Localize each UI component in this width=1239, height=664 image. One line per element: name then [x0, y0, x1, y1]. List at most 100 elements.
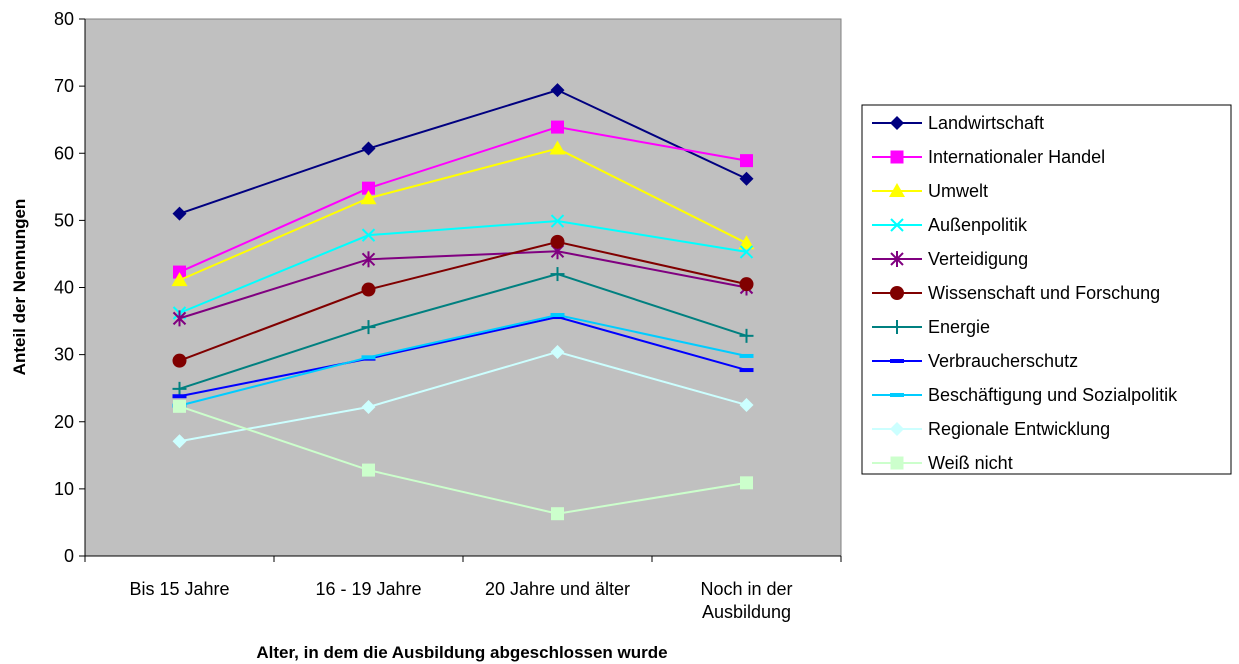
series-line [179, 147, 747, 282]
legend-item: Verteidigung [872, 249, 1028, 269]
y-tick-label: 0 [64, 546, 74, 566]
data-point [360, 190, 377, 205]
data-point [172, 206, 187, 221]
legend-marker [889, 183, 905, 197]
series-line [179, 316, 747, 398]
data-point [550, 214, 565, 228]
series-regionale-entwicklung [172, 344, 754, 449]
data-point [551, 507, 564, 521]
data-point [172, 353, 187, 368]
legend-label: Beschäftigung und Sozialpolitik [928, 385, 1178, 405]
data-point [362, 463, 375, 477]
legend-item: Regionale Entwicklung [872, 419, 1110, 439]
data-point [361, 141, 376, 156]
series-line [179, 220, 747, 314]
series-line [179, 126, 747, 273]
data-point [739, 245, 754, 259]
legend-marker [890, 320, 904, 334]
data-point [362, 181, 375, 195]
series-line [179, 273, 747, 390]
legend-marker [890, 456, 904, 470]
data-point [550, 234, 565, 249]
x-tick-label: Ausbildung [702, 602, 791, 622]
data-point [172, 381, 187, 396]
legend-label: Landwirtschaft [928, 113, 1044, 133]
data-point [739, 328, 754, 343]
x-tick-label: Bis 15 Jahre [129, 579, 229, 599]
data-point [172, 394, 187, 399]
legend-label: Umwelt [928, 181, 988, 201]
data-point [361, 251, 376, 268]
data-point [171, 272, 188, 287]
legend-label: Wissenschaft und Forschung [928, 283, 1160, 303]
legend-label: Verteidigung [928, 249, 1028, 269]
legend-marker [890, 218, 904, 232]
legend-label: Weiß nicht [928, 453, 1013, 473]
legend-marker [890, 286, 904, 300]
data-point [172, 434, 187, 449]
data-point [550, 83, 565, 98]
data-point [739, 277, 754, 292]
legend-box [861, 104, 1232, 475]
series-energie [172, 267, 754, 396]
y-tick-label: 10 [54, 479, 74, 499]
legend-marker [890, 422, 904, 436]
data-point [739, 353, 754, 358]
data-point [361, 228, 376, 242]
data-point [738, 235, 755, 250]
data-point [550, 344, 565, 359]
data-point [549, 140, 566, 155]
data-point [361, 355, 376, 360]
legend-item: Landwirtschaft [872, 113, 1044, 133]
legend-marker [890, 116, 904, 130]
legend-label: Verbraucherschutz [928, 351, 1078, 371]
y-axis-title: Anteil der Nennungen [10, 199, 29, 376]
series-line [179, 313, 747, 407]
data-point [173, 399, 186, 413]
legend-label: Internationaler Handel [928, 147, 1105, 167]
legend-label: Regionale Entwicklung [928, 419, 1110, 439]
plot-area [84, 18, 842, 557]
data-point [361, 282, 376, 297]
legend-item: Weiß nicht [872, 453, 1013, 473]
legend-marker [890, 251, 904, 267]
legend-item: Umwelt [872, 181, 988, 201]
series-line [179, 240, 747, 362]
x-tick-label: 16 - 19 Jahre [315, 579, 421, 599]
series-line [179, 89, 747, 215]
series-wissenschaft-und-forschung [172, 234, 754, 368]
data-point [361, 399, 376, 414]
x-tick-label: 20 Jahre und älter [485, 579, 630, 599]
y-tick-label: 30 [54, 345, 74, 365]
y-tick-label: 20 [54, 412, 74, 432]
legend-marker [890, 359, 904, 363]
y-tick-label: 80 [54, 9, 74, 29]
legend-label: Außenpolitik [928, 215, 1028, 235]
y-tick-label: 70 [54, 76, 74, 96]
legend-item: Verbraucherschutz [872, 351, 1078, 371]
series-line [179, 350, 747, 443]
series-line [179, 405, 747, 515]
series-umwelt [171, 140, 755, 287]
legend: Landwirtschaft Internationaler Handel Umwe… [861, 104, 1232, 475]
data-point [550, 267, 565, 282]
series-wei-nicht [173, 399, 753, 521]
series-landwirtschaft [172, 83, 754, 221]
data-point [740, 154, 753, 168]
data-point [550, 315, 565, 320]
data-point [739, 171, 754, 186]
data-point [739, 368, 754, 373]
legend-item: Energie [872, 317, 990, 337]
series-internationaler-handel [173, 120, 753, 279]
data-point [550, 313, 565, 318]
data-point [551, 120, 564, 134]
y-tick-label: 60 [54, 143, 74, 163]
x-axis-title: Alter, in dem die Ausbildung abgeschloss… [256, 643, 667, 662]
series-layer [171, 83, 755, 521]
data-point [172, 310, 187, 327]
data-point [739, 397, 754, 412]
legend-item: Internationaler Handel [872, 147, 1105, 167]
data-point [740, 476, 753, 490]
y-tick-label: 50 [54, 210, 74, 230]
